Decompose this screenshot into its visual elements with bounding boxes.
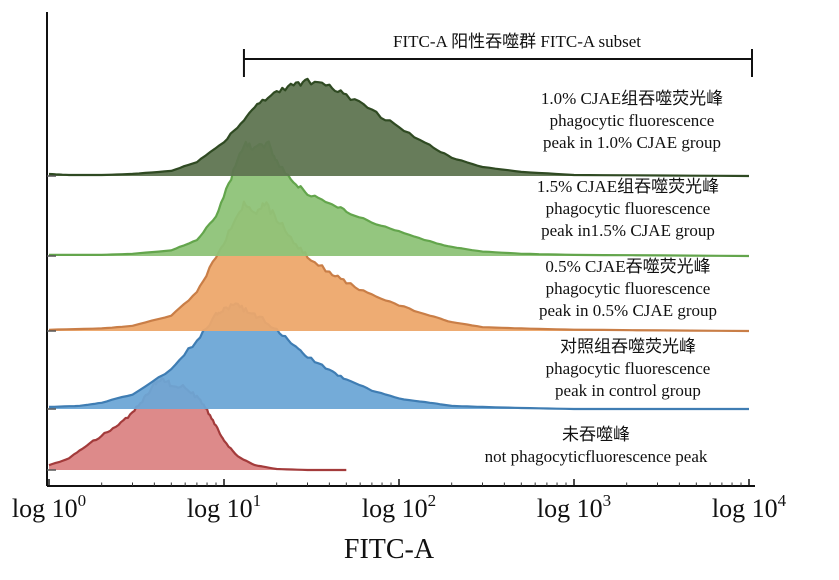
- peak-label-cjae05: 0.5% CJAE吞噬荧光峰 phagocytic fluorescence pea…: [478, 256, 778, 322]
- x-tick-label: log 104: [711, 491, 787, 523]
- peak-label-line: phagocytic fluorescence: [545, 279, 711, 298]
- x-tick-label: log 101: [186, 491, 262, 523]
- peak-label-line: phagocytic fluorescence: [545, 199, 711, 218]
- gate-label: FITC-A 阳性吞噬群 FITC-A subset: [393, 32, 641, 51]
- histogram-area-cjae15: [49, 141, 749, 256]
- x-tick-label: log 100: [11, 491, 87, 523]
- peak-label-line: peak in 0.5% CJAE group: [538, 301, 717, 320]
- peak-label-line: peak in 1.0% CJAE group: [542, 133, 721, 152]
- peak-label-line: peak in1.5% CJAE group: [541, 221, 715, 240]
- peak-label-cjae15: 1.5% CJAE组吞噬荧光峰 phagocytic fluorescence pe…: [478, 176, 778, 242]
- x-tick-label: log 102: [361, 491, 437, 523]
- peak-label-cjae10: 1.0% CJAE组吞噬荧光峰 phagocytic fluorescence pe…: [482, 88, 782, 154]
- peak-label-line: 1.5% CJAE组吞噬荧光峰: [536, 177, 720, 196]
- histogram-outline-control: [48, 302, 749, 411]
- peak-label-line: phagocytic fluorescence: [549, 111, 715, 130]
- peak-label-line: phagocytic fluorescence: [545, 359, 711, 378]
- peak-label-line: not phagocyticfluorescence peak: [484, 447, 708, 466]
- peak-label-line: 1.0% CJAE组吞噬荧光峰: [540, 89, 724, 108]
- peak-label-line: peak in control group: [555, 381, 701, 400]
- histogram-outline-cjae10: [48, 77, 750, 178]
- x-tick-label: log 103: [536, 491, 612, 523]
- histogram-area-none: [49, 378, 347, 470]
- histogram-area-cjae05: [49, 201, 749, 331]
- peak-label-line: 未吞噬峰: [562, 425, 630, 444]
- histogram-outline-cjae15: [49, 140, 750, 258]
- peak-label-none: 未吞噬峰 not phagocyticfluorescence peak: [446, 424, 746, 468]
- peak-label-line: 0.5% CJAE吞噬荧光峰: [545, 257, 711, 276]
- peak-label-control: 对照组吞噬荧光峰 phagocytic fluorescence peak in c…: [478, 336, 778, 402]
- peak-label-line: 对照组吞噬荧光峰: [560, 337, 696, 356]
- x-axis-label: FITC-A: [343, 534, 435, 565]
